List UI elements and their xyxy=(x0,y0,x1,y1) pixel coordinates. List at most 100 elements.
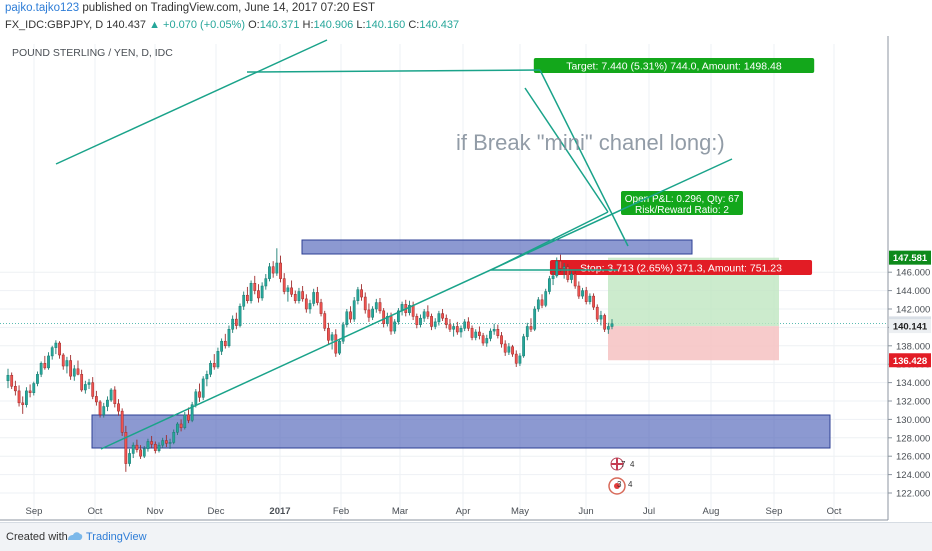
candle-body xyxy=(603,315,607,330)
candle-body xyxy=(135,444,139,451)
candle-body xyxy=(106,399,109,407)
channel-bottom-link[interactable] xyxy=(490,211,609,271)
candle-body xyxy=(275,262,279,274)
candle-body xyxy=(223,340,227,347)
time-tick-label: Jul xyxy=(643,506,655,517)
chart-area[interactable]: Target: 7.440 (5.31%) 744.0, Amount: 149… xyxy=(0,36,932,522)
mini-channel-lower[interactable] xyxy=(524,87,609,213)
candle-body xyxy=(25,390,28,405)
candle-body xyxy=(448,324,452,330)
candle-body xyxy=(588,295,592,302)
time-tick-label: Oct xyxy=(88,506,103,517)
author-link[interactable]: pajko.tajko123 xyxy=(5,2,80,14)
candle-body xyxy=(455,326,459,333)
upper-support-zone[interactable] xyxy=(301,239,693,255)
price-tick-label: 134.000 xyxy=(896,378,930,389)
candle-body xyxy=(54,342,58,348)
tradingview-brand-link[interactable]: TradingView xyxy=(86,531,147,543)
candle-body xyxy=(570,273,573,280)
candle-body xyxy=(396,310,400,323)
top-horizontal-line[interactable] xyxy=(246,69,541,73)
candle-body xyxy=(323,313,327,329)
candle-body xyxy=(393,321,397,332)
stop-label-bg xyxy=(549,260,813,275)
price-change: ▲ +0.070 (+0.05%) xyxy=(149,19,245,31)
time-tick-label: 2017 xyxy=(269,506,290,517)
candle-body xyxy=(371,308,375,318)
candle-body xyxy=(32,383,36,393)
candle-body xyxy=(459,328,463,333)
event-markers[interactable]: 7 4 3 4 xyxy=(608,457,635,495)
time-tick-label: Feb xyxy=(333,506,349,517)
candle-body xyxy=(308,303,312,310)
price-badge xyxy=(889,250,931,265)
candle-body xyxy=(190,404,194,421)
price-tick-label: 132.000 xyxy=(896,397,930,408)
price-tick-label: 124.000 xyxy=(896,470,930,481)
candle-body xyxy=(260,285,264,299)
mini-channel-upper[interactable] xyxy=(539,69,629,247)
candle-body xyxy=(172,432,176,443)
candle-body xyxy=(102,406,106,416)
upper-channel-line[interactable] xyxy=(55,39,328,165)
candle-body xyxy=(522,336,526,357)
candle-body xyxy=(385,316,389,324)
candle-body xyxy=(282,278,286,292)
close-value: 140.437 xyxy=(419,19,460,31)
price-badge xyxy=(889,353,931,368)
candle-body xyxy=(360,289,363,298)
candle-body xyxy=(150,441,154,445)
price-tick-label: 138.000 xyxy=(896,341,930,352)
candle-body xyxy=(525,326,529,337)
long-position-tool[interactable]: Target: 7.440 (5.31%) 744.0, Amount: 149… xyxy=(533,58,815,361)
candle-body xyxy=(540,299,544,306)
candle-body xyxy=(330,334,334,341)
candle-body xyxy=(511,346,514,355)
candle-body xyxy=(13,386,17,392)
svg-text:4: 4 xyxy=(630,460,635,469)
candle-body xyxy=(551,275,555,279)
candle-body xyxy=(146,441,150,450)
candle-body xyxy=(253,282,257,291)
candle-body xyxy=(238,305,242,326)
candle-body xyxy=(378,302,382,312)
candle-body xyxy=(176,423,179,433)
candle-body xyxy=(183,414,187,428)
candle-body xyxy=(562,266,566,269)
candle-body xyxy=(279,262,282,279)
trend-lines[interactable] xyxy=(55,39,733,450)
candle-body xyxy=(61,354,65,367)
candle-body xyxy=(463,321,467,329)
candle-body xyxy=(474,331,478,338)
svg-text:4: 4 xyxy=(628,480,633,489)
lower-channel-line[interactable] xyxy=(100,158,733,450)
price-tick-label: 122.000 xyxy=(896,489,930,500)
candle-body xyxy=(94,396,98,403)
tradingview-logo-icon[interactable] xyxy=(66,529,84,546)
lower-support-zone[interactable] xyxy=(91,414,831,449)
candle-body xyxy=(408,305,411,313)
candle-body xyxy=(50,347,54,357)
candle-body xyxy=(577,285,581,297)
candle-body xyxy=(249,282,253,301)
high-value: 140.906 xyxy=(313,19,354,31)
candle-body xyxy=(179,423,183,428)
candle-body xyxy=(17,390,21,404)
candle-body xyxy=(28,390,32,393)
chart-title: POUND STERLING / YEN, D, IDC xyxy=(12,47,173,59)
candle-body xyxy=(264,278,268,287)
candle-body xyxy=(496,328,500,336)
created-with-text: Created with xyxy=(6,531,68,543)
candle-body xyxy=(290,287,293,295)
candle-body xyxy=(518,355,522,364)
candle-body xyxy=(131,444,135,454)
quote-line: FX_IDC:GBPJPY, D 140.437 ▲ +0.070 (+0.05… xyxy=(5,19,459,31)
candle-body xyxy=(312,292,316,304)
candle-body xyxy=(76,368,80,375)
footer-bar: Created with TradingView xyxy=(0,522,932,551)
price-chart[interactable]: Target: 7.440 (5.31%) 744.0, Amount: 149… xyxy=(0,36,932,522)
candle-body xyxy=(437,313,441,323)
candle-body xyxy=(271,266,275,274)
candle-body xyxy=(341,324,345,342)
trade-annotation[interactable]: if Break "mini" chanel long:) xyxy=(456,130,725,155)
